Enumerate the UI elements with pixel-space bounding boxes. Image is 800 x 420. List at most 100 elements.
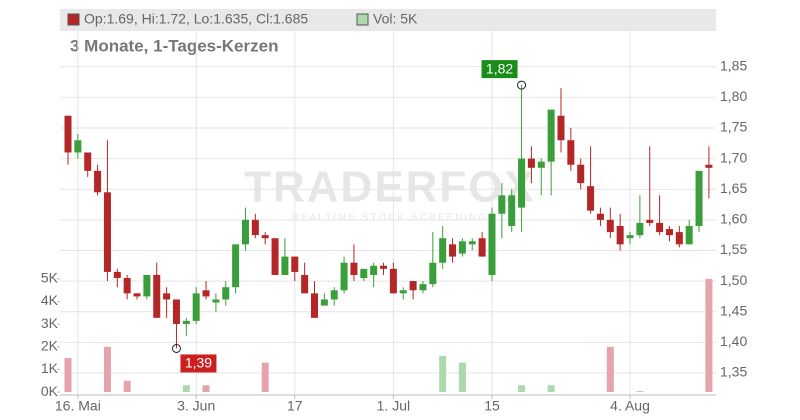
candle-body <box>675 232 683 245</box>
volume-bar <box>182 385 190 393</box>
candle-body <box>596 213 604 220</box>
candle-body <box>636 222 644 236</box>
candle-body <box>527 158 535 168</box>
y-tick-label: 1,35 <box>720 364 747 380</box>
candle-body <box>518 158 526 208</box>
candle-body <box>153 274 161 318</box>
volume-bar <box>547 385 555 393</box>
volume-bar <box>636 390 644 393</box>
candle-body <box>656 222 664 233</box>
candle-body <box>360 268 368 279</box>
legend-volume-swatch <box>356 13 369 26</box>
candle-body <box>64 115 72 153</box>
candle-body <box>340 262 348 291</box>
y-tick-label: 1,45 <box>720 302 747 318</box>
candle-body <box>311 293 318 318</box>
candle-body <box>192 293 200 321</box>
candle-body <box>695 170 703 226</box>
legend-band <box>60 9 716 31</box>
candle-body <box>478 238 486 257</box>
x-tick-label: 17 <box>287 398 303 414</box>
candle-body <box>685 225 693 245</box>
volume-bar <box>439 355 447 393</box>
candle-body <box>103 192 111 272</box>
candle-body <box>577 164 585 184</box>
candle-body <box>182 320 190 324</box>
candle-body <box>557 115 565 141</box>
grid <box>60 30 716 395</box>
candle-body <box>281 256 289 275</box>
y-tick-label: 1,55 <box>720 241 747 257</box>
candle-body <box>251 219 259 236</box>
low-marker <box>171 343 181 353</box>
candle-body <box>271 238 279 275</box>
candle-body <box>626 235 634 239</box>
y-tick-label: 1,50 <box>720 272 747 288</box>
candle-body <box>587 186 595 211</box>
candle-body <box>508 195 516 226</box>
x-tick-label: 3. Jun <box>177 398 215 414</box>
high-label: 1,82 <box>486 60 513 76</box>
candle-body <box>143 274 151 297</box>
legend-price: Op:1.69, Hi:1.72, Lo:1.635, Cl:1.685 <box>84 11 308 27</box>
watermark: TRADERFOX <box>244 163 536 212</box>
candle-body <box>94 170 102 193</box>
candle-body <box>74 140 82 153</box>
y-tick-label: 1,60 <box>720 211 747 227</box>
candle-body <box>123 278 131 294</box>
candle-body <box>222 287 230 300</box>
candle-body <box>84 152 92 171</box>
high-marker <box>517 80 527 90</box>
low-label-box <box>180 354 217 373</box>
candle-body <box>261 235 269 239</box>
candle-body <box>350 262 358 275</box>
candle-body <box>606 219 614 233</box>
y-tick-label: 1,85 <box>720 57 747 73</box>
candle-body <box>380 265 388 269</box>
candle-body <box>241 219 249 245</box>
candle-body <box>705 164 713 168</box>
candle-body <box>163 293 171 300</box>
x-tick-label: 16. Mai <box>55 398 101 414</box>
candle-body <box>616 225 624 245</box>
candle-body <box>547 109 555 162</box>
volume-bar <box>261 362 269 393</box>
y2-tick-label: 0K <box>41 383 59 399</box>
candle-body <box>291 256 299 272</box>
y-tick-label: 1,75 <box>720 119 747 135</box>
y2-tick-label: 3K <box>41 315 59 331</box>
candle-body <box>212 299 220 303</box>
candle-body <box>370 265 378 275</box>
volume-bar <box>705 278 713 393</box>
candle-body <box>498 195 506 214</box>
candle-body <box>567 140 575 165</box>
candle-body <box>449 244 457 257</box>
volume-bar <box>123 380 131 393</box>
candle-body <box>202 290 210 297</box>
y-tick-label: 1,80 <box>720 88 747 104</box>
y2-tick-label: 1K <box>41 360 59 376</box>
candle-body <box>665 229 673 236</box>
y-tick-label: 1,40 <box>720 333 747 349</box>
candle-body <box>537 161 545 168</box>
candle-body <box>429 262 437 285</box>
x-tick-label: 1. Jul <box>377 398 410 414</box>
y-tick-label: 1,65 <box>720 180 747 196</box>
candle-body <box>419 284 427 291</box>
legend-volume: Vol: 5K <box>373 11 418 27</box>
volume-bar <box>606 346 614 393</box>
y2-tick-label: 2K <box>41 338 59 354</box>
y2-tick-label: 4K <box>41 292 59 308</box>
y2-tick-label: 5K <box>41 270 59 286</box>
watermark-tagline: REALTIME STOCK SCREENING <box>292 213 489 224</box>
candle-body <box>468 241 476 245</box>
x-tick-label: 15 <box>484 398 500 414</box>
high-label-box <box>481 60 518 79</box>
volume-bar <box>518 385 526 393</box>
candle-body <box>389 268 397 294</box>
candle-body <box>330 290 338 300</box>
subtitle: 3 Monate, 1-Tages-Kerzen <box>70 36 278 55</box>
candle-body <box>320 299 328 306</box>
volume-bar <box>458 362 466 393</box>
